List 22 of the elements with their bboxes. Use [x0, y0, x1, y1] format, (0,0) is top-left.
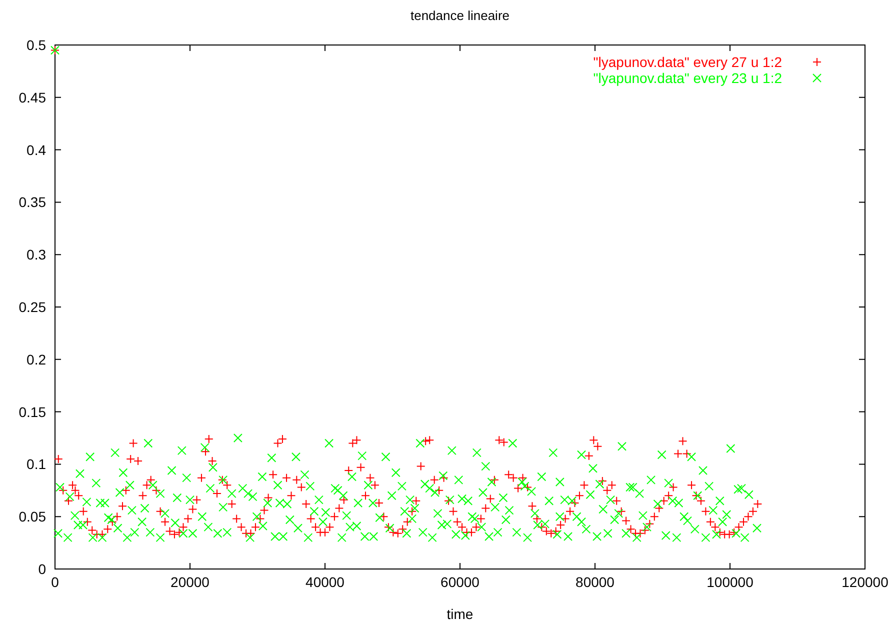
legend-label: "lyapunov.data" every 27 u 1:2: [593, 54, 782, 70]
x-tick-label: 120000: [842, 574, 889, 590]
y-tick-label: 0.1: [26, 456, 46, 472]
legend-label: "lyapunov.data" every 23 u 1:2: [593, 70, 782, 86]
x-tick-label: 0: [51, 574, 60, 590]
chart-title: tendance lineaire: [410, 8, 510, 23]
y-tick-label: 0.3: [26, 246, 46, 263]
y-tick-label: 0.45: [18, 89, 46, 106]
x-tick-label: 60000: [440, 574, 480, 590]
x-tick-label: 100000: [706, 574, 754, 590]
y-tick-label: 0.2: [26, 351, 46, 368]
x-tick-label: 80000: [576, 574, 615, 590]
x-tick-label: 20000: [170, 574, 210, 590]
y-tick-label: 0: [38, 561, 46, 577]
y-tick-label: 0.5: [26, 37, 46, 53]
y-tick-label: 0.25: [18, 299, 46, 315]
y-tick-label: 0.4: [26, 142, 46, 158]
y-tick-label: 0.15: [18, 404, 46, 420]
y-tick-label: 0.05: [18, 508, 46, 525]
x-tick-label: 40000: [306, 574, 345, 590]
y-tick-label: 0.35: [18, 194, 46, 210]
x-axis-title: time: [446, 606, 474, 622]
